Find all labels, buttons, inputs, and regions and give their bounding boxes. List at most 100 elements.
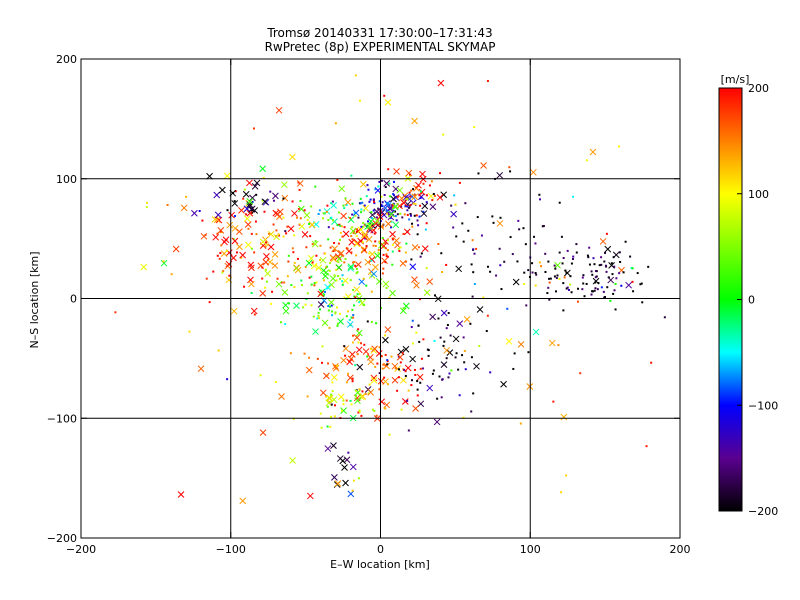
scatter-dot xyxy=(399,361,402,364)
scatter-dot xyxy=(554,267,557,270)
scatter-x-mark xyxy=(446,349,454,356)
scatter-dot xyxy=(428,184,431,187)
scatter-dot xyxy=(397,368,400,371)
scatter-dot xyxy=(314,240,317,243)
scatter-dot xyxy=(300,284,303,287)
scatter-dot xyxy=(389,195,392,198)
scatter-x-mark xyxy=(341,464,348,471)
scatter-x-mark xyxy=(599,238,607,245)
scatter-dot xyxy=(418,215,421,218)
scatter-dot xyxy=(357,477,360,480)
scatter-dot xyxy=(326,405,329,408)
scatter-dot xyxy=(402,232,405,235)
scatter-dot xyxy=(293,234,296,237)
scatter-dot xyxy=(357,328,360,331)
scatter-dot xyxy=(417,224,420,227)
scatter-x-mark xyxy=(476,306,484,313)
scatter-dot xyxy=(419,367,422,370)
scatter-dot xyxy=(185,195,188,198)
scatter-dot xyxy=(330,304,333,307)
scatter-x-mark xyxy=(223,172,231,180)
scatter-dot xyxy=(585,282,588,285)
scatter-dot xyxy=(461,354,464,357)
scatter-x-mark xyxy=(512,278,520,286)
scatter-x-mark xyxy=(259,290,267,297)
scatter-x-mark xyxy=(392,221,400,229)
scatter-dot xyxy=(340,225,343,228)
scatter-dot xyxy=(341,274,344,277)
scatter-dot xyxy=(552,400,555,403)
scatter-dot xyxy=(450,204,453,207)
scatter-x-mark xyxy=(360,231,368,239)
scatter-dot xyxy=(327,362,330,365)
scatter-dot xyxy=(346,381,349,384)
scatter-dot xyxy=(357,411,360,414)
scatter-dot xyxy=(286,225,289,228)
scatter-x-mark xyxy=(248,264,255,272)
scatter-dot xyxy=(441,378,444,381)
scatter-dot xyxy=(631,267,634,270)
scatter-x-mark xyxy=(378,398,386,406)
scatter-x-mark xyxy=(382,280,390,288)
scatter-dot xyxy=(318,317,321,320)
scatter-x-mark xyxy=(560,413,568,421)
scatter-dot xyxy=(219,252,222,255)
scatter-dot xyxy=(636,272,639,275)
y-tick-label: 100 xyxy=(56,173,77,186)
scatter-dot xyxy=(380,195,383,198)
scatter-dot xyxy=(396,195,399,198)
scatter-dot xyxy=(588,263,591,266)
scatter-dot xyxy=(411,342,414,345)
scatter-x-mark xyxy=(367,358,375,366)
scatter-dot xyxy=(586,254,589,257)
scatter-dot xyxy=(318,258,321,261)
scatter-x-mark xyxy=(339,457,347,465)
scatter-dot xyxy=(368,200,371,203)
scatter-dot xyxy=(321,217,324,220)
scatter-dot xyxy=(397,247,400,250)
scatter-dot xyxy=(261,277,264,280)
scatter-dot xyxy=(360,208,363,211)
scatter-x-mark xyxy=(353,240,361,248)
scatter-dot xyxy=(372,209,375,212)
scatter-x-mark xyxy=(271,251,279,258)
scatter-dot xyxy=(593,263,596,266)
scatter-dot xyxy=(377,185,380,188)
scatter-dot xyxy=(413,193,416,196)
scatter-x-mark xyxy=(382,204,389,212)
scatter-dot xyxy=(405,197,408,200)
scatter-x-mark xyxy=(353,286,361,293)
scatter-dot xyxy=(409,195,412,198)
scatter-x-mark xyxy=(305,366,313,374)
scatter-x-mark xyxy=(399,307,407,315)
scatter-dot xyxy=(558,277,561,280)
scatter-dot xyxy=(339,312,342,315)
scatter-dot xyxy=(473,126,476,129)
scatter-x-mark xyxy=(450,210,458,218)
scatter-dot xyxy=(443,340,446,343)
scatter-x-mark xyxy=(517,341,525,348)
scatter-dot xyxy=(309,235,312,238)
scatter-dot xyxy=(391,250,394,253)
scatter-dot xyxy=(570,291,573,294)
scatter-dot xyxy=(431,199,434,202)
scatter-dot xyxy=(414,373,417,376)
scatter-dot xyxy=(384,334,387,337)
scatter-dot xyxy=(647,265,650,268)
scatter-dot xyxy=(333,415,336,418)
scatter-x-mark xyxy=(532,328,540,336)
scatter-dot xyxy=(356,271,359,274)
scatter-dot xyxy=(416,233,419,236)
scatter-x-mark xyxy=(308,221,316,228)
scatter-dot xyxy=(440,252,443,255)
scatter-dot xyxy=(527,269,530,272)
scatter-dot xyxy=(374,365,377,368)
scatter-x-mark xyxy=(344,198,352,206)
scatter-x-mark xyxy=(396,186,404,194)
scatter-dot xyxy=(401,216,404,219)
scatter-dot xyxy=(303,209,306,212)
scatter-x-mark xyxy=(231,224,239,232)
scatter-dot xyxy=(363,343,366,346)
scatter-dot xyxy=(373,232,376,235)
scatter-x-mark xyxy=(354,397,361,405)
